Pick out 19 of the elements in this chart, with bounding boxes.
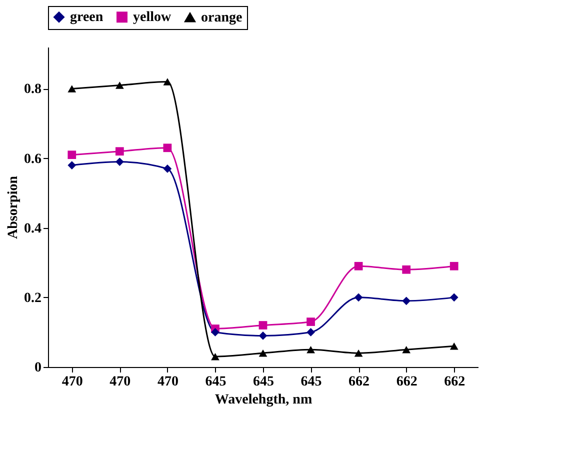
x-tick-label: 645 (253, 374, 274, 390)
legend-label: yellow (133, 10, 172, 26)
y-tick-label: 0 (34, 360, 42, 376)
x-tick-label: 662 (396, 374, 418, 390)
x-tick-label: 645 (300, 374, 322, 390)
x-axis-title: Wavelehgth, nm (214, 392, 312, 408)
legend-label: green (70, 10, 104, 26)
x-tick-label: 470 (110, 374, 131, 390)
y-axis-title: Absorpion (6, 176, 21, 240)
y-tick-label: 0.4 (24, 221, 42, 236)
x-tick-label: 662 (348, 374, 370, 390)
y-tick-label: 0.2 (24, 290, 42, 306)
legend-label: orange (201, 10, 242, 26)
x-tick-label: 470 (157, 374, 178, 390)
x-tick-label: 645 (205, 374, 226, 390)
y-tick-label: 0.8 (24, 82, 42, 98)
x-tick-label: 470 (62, 374, 83, 390)
y-tick-label: 0.6 (24, 152, 42, 167)
x-tick-label: 662 (444, 374, 466, 390)
